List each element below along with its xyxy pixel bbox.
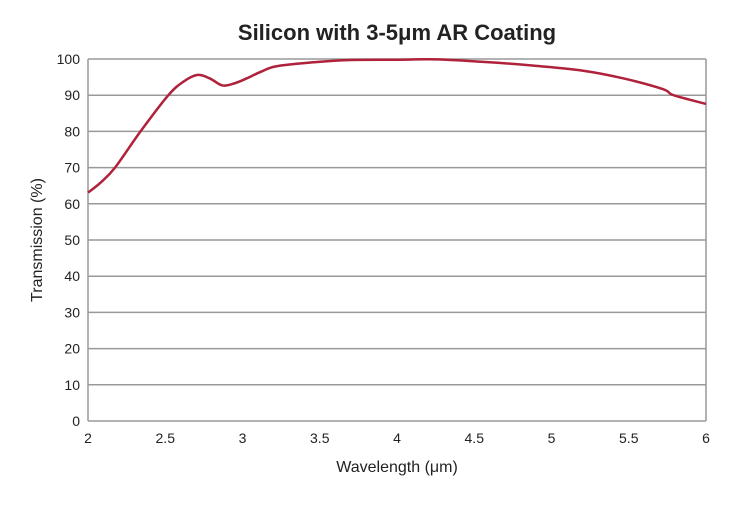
x-tick-label: 2	[84, 430, 92, 446]
y-tick-label: 10	[64, 377, 80, 393]
y-tick-label: 60	[64, 196, 80, 212]
x-axis-label: Wavelength (μm)	[336, 459, 458, 476]
x-tick-label: 2.5	[156, 430, 176, 446]
y-tick-label: 80	[64, 123, 80, 139]
y-tick-labels: 0 10 20 30 40 50 60 70 80 90 100	[57, 51, 81, 429]
series-group	[87, 57, 707, 194]
y-tick-label: 50	[64, 232, 80, 248]
y-axis-label: Transmission (%)	[29, 178, 46, 302]
x-tick-label: 5	[548, 430, 556, 446]
x-tick-label: 4.5	[465, 430, 485, 446]
transmission-line	[87, 57, 707, 194]
y-tick-label: 20	[64, 341, 80, 357]
chart-title: Silicon with 3-5μm AR Coating	[238, 20, 556, 45]
x-tick-label: 4	[393, 430, 401, 446]
x-tick-label: 3.5	[310, 430, 330, 446]
y-tick-label: 30	[64, 304, 80, 320]
x-tick-label: 3	[239, 430, 247, 446]
y-tick-label: 100	[57, 51, 81, 67]
y-tick-label: 40	[64, 268, 80, 284]
y-tick-label: 90	[64, 87, 80, 103]
y-tick-label: 70	[64, 160, 80, 176]
x-tick-labels: 2 2.5 3 3.5 4 4.5 5 5.5 6	[84, 430, 710, 446]
gridlines	[87, 58, 707, 422]
x-tick-label: 6	[702, 430, 710, 446]
y-tick-label: 0	[72, 413, 80, 429]
x-tick-label: 5.5	[619, 430, 639, 446]
